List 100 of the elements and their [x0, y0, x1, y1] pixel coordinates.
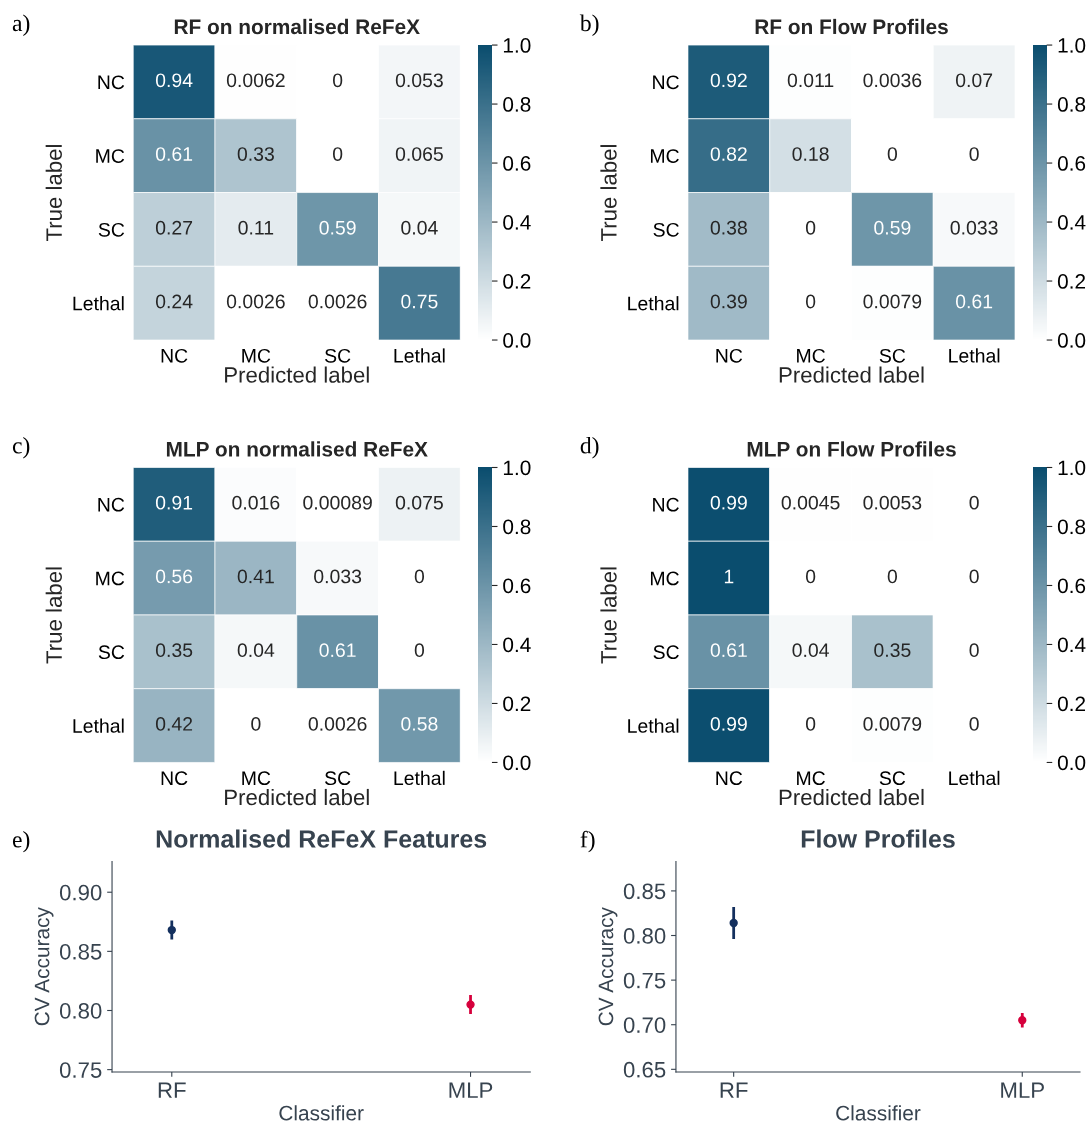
data-label: 0.0053 — [863, 495, 922, 510]
data-label: 1 — [724, 569, 734, 584]
color-bar-label: 0.6 — [503, 156, 531, 171]
y-axis-title: CV Accuracy — [598, 907, 618, 1026]
x-tick-label: Lethal — [394, 348, 445, 363]
data-label: 0.56 — [155, 569, 193, 584]
y-axis-title: True label — [45, 567, 62, 664]
data-label: 0.41 — [237, 569, 274, 584]
y-tick-label: 0.90 — [59, 884, 102, 901]
data-label: 0.0026 — [226, 294, 285, 309]
color-bar-label: 0.4 — [1057, 215, 1086, 230]
data-label: 0.0045 — [781, 495, 840, 510]
data-label: 0.61 — [155, 147, 193, 161]
data-label: 0 — [805, 294, 816, 309]
chart-title: MLP on Flow Profiles — [747, 441, 956, 457]
data-label: 0.053 — [395, 73, 443, 88]
color-bar-label: 0.2 — [1057, 696, 1086, 712]
data-label: 0.04 — [237, 643, 275, 658]
data-label: 0.39 — [710, 294, 747, 309]
y-axis-title: True label — [600, 145, 617, 242]
y-tick-label: NC — [653, 497, 679, 512]
color-bar-label: 0.8 — [503, 519, 531, 535]
color-bar-label: 0.8 — [1057, 519, 1086, 535]
color-bar-label: 0.2 — [503, 696, 531, 712]
y-tick-label: Lethal — [628, 718, 679, 733]
x-tick-label: MC — [242, 771, 271, 786]
y-tick-label: SC — [653, 645, 679, 660]
data-label: 0.065 — [395, 147, 443, 161]
color-bar-label: 0.0 — [503, 755, 531, 771]
text: f) — [580, 830, 595, 853]
data-label: 0 — [969, 643, 979, 658]
chart-title: RF on Flow Profiles — [755, 18, 948, 35]
x-axis-title: Classifier — [279, 1105, 364, 1121]
color-bar-label: 0.8 — [1057, 97, 1086, 112]
color-bar-label: 0.0 — [503, 333, 531, 348]
color-bar-label: 0.6 — [1057, 578, 1086, 594]
data-label: 0.99 — [710, 495, 747, 510]
data-label: 0.18 — [792, 147, 829, 161]
data-label: 0.82 — [710, 147, 747, 161]
y-axis-title: CV Accuracy — [34, 907, 54, 1026]
data-label: 0 — [251, 717, 261, 731]
data-label: 0.07 — [955, 73, 993, 88]
y-tick-label: Lethal — [73, 296, 124, 311]
text: a) — [12, 14, 30, 36]
y-tick-label: NC — [98, 497, 125, 512]
color-bar-label: 1.0 — [503, 38, 531, 53]
color-bar-label: 0.0 — [1057, 333, 1086, 348]
y-tick-label: 0.70 — [623, 1017, 666, 1033]
x-tick-label: Lethal — [949, 770, 1000, 786]
text: e) — [12, 830, 30, 853]
data-label: 0.00089 — [303, 495, 372, 510]
x-tick-label: MC — [242, 348, 271, 363]
text: c) — [12, 436, 30, 459]
data-label: 0.61 — [319, 643, 356, 658]
x-tick-label: NC — [716, 348, 743, 363]
y-tick-label: SC — [98, 222, 125, 237]
data-label: 0.0079 — [863, 717, 922, 731]
data-label: 0 — [969, 717, 979, 731]
x-tick-label: MLP — [449, 1082, 493, 1098]
x-tick-label: SC — [879, 348, 906, 363]
data-label: 0.59 — [874, 220, 911, 235]
x-tick-label: RF — [720, 1082, 748, 1098]
data-label: 0.11 — [238, 220, 274, 235]
data-label: 0.91 — [155, 495, 193, 510]
data-label: 0.24 — [155, 294, 193, 309]
color-bar-label: 1.0 — [1058, 460, 1086, 476]
data-label: 0 — [805, 220, 816, 235]
x-tick-label: Lethal — [949, 348, 1000, 363]
data-label: 0.42 — [155, 717, 193, 731]
data-label: 0.94 — [155, 73, 193, 88]
data-label: 0.58 — [401, 717, 438, 731]
y-tick-label: NC — [98, 75, 125, 90]
data-label: 0 — [969, 147, 979, 161]
y-tick-label: SC — [98, 645, 125, 660]
y-tick-label: 0.80 — [623, 928, 666, 944]
x-axis-title: Predicted label — [225, 788, 369, 806]
data-label: 0.35 — [874, 643, 911, 658]
color-bar-label: 0.4 — [503, 637, 531, 653]
x-tick-label: NC — [161, 348, 188, 363]
chart-title: RF on normalised ReFeX — [174, 18, 420, 35]
y-tick-label: MC — [650, 571, 679, 586]
data-label: 0.0062 — [226, 73, 285, 88]
y-tick-label: Lethal — [73, 718, 124, 733]
color-bar-label: 0.2 — [503, 274, 531, 289]
chart-title: Flow Profiles — [801, 829, 955, 848]
data-label: 0.075 — [395, 495, 443, 510]
y-tick-label: MC — [650, 149, 679, 163]
color-bar-label: 1.0 — [503, 460, 531, 476]
data-label: 0.033 — [950, 220, 998, 235]
data-label: 0.04 — [792, 643, 829, 658]
y-tick-label: 0.85 — [623, 883, 666, 900]
data-label: 0 — [887, 147, 898, 161]
data-label: 0.011 — [787, 73, 834, 88]
x-tick-label: NC — [161, 771, 188, 786]
data-label: 0 — [332, 73, 343, 88]
y-axis-title: True label — [600, 567, 617, 664]
data-label: 0.61 — [710, 643, 747, 658]
y-tick-label: 0.75 — [623, 972, 666, 989]
data-label: 0 — [805, 569, 816, 584]
data-label: 0 — [969, 569, 979, 584]
